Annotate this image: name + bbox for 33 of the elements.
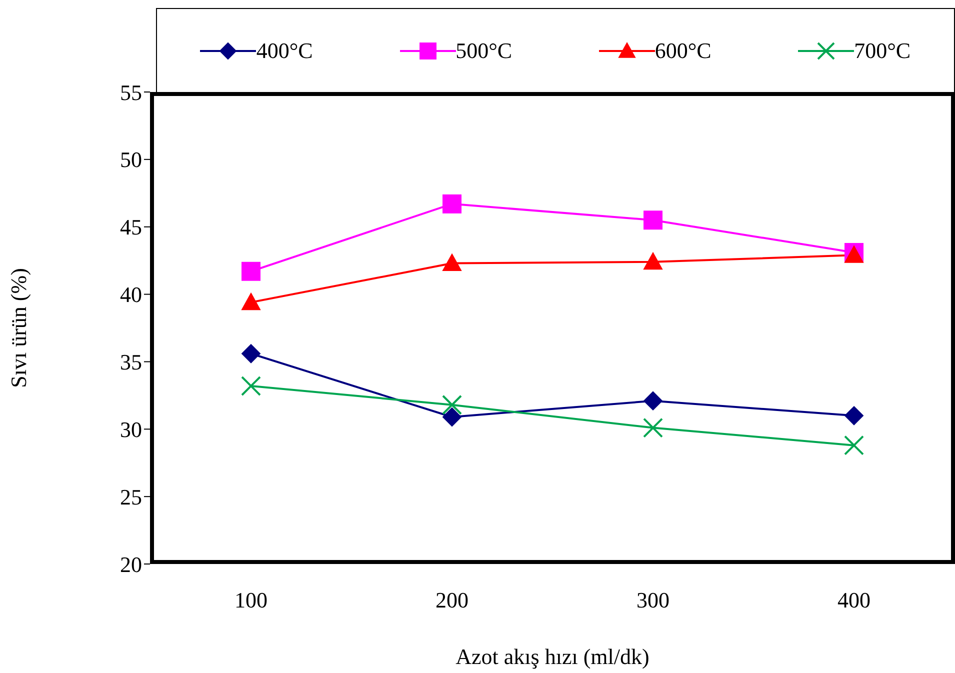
legend-label: 500°C [456,38,512,64]
y-tick-label: 50 [120,147,142,172]
y-tick-label: 20 [120,552,142,577]
point [442,194,462,214]
point [644,391,662,410]
y-axis-title: Sıvı ürün (%) [6,268,31,388]
point [442,408,462,427]
x-tick-label: 100 [234,588,268,613]
point [242,344,260,364]
point [644,210,662,230]
y-tick-label: 55 [120,80,142,105]
point [644,252,662,270]
point [643,418,663,438]
point [442,254,462,271]
x-tick-label: 400 [838,588,870,613]
point [442,394,462,415]
legend-label: 400°C [256,38,313,64]
point [844,435,864,456]
point [844,406,864,426]
point [242,262,260,281]
y-tick-label: 40 [120,282,142,308]
y-tick-label: 25 [120,484,142,510]
y-tick-label: 35 [120,350,142,375]
x-axis-title: Azot akış hızı (ml/dk) [456,644,650,669]
legend-label: 600°C [654,38,712,64]
point [241,376,261,396]
legend-label: 700°C [854,38,911,64]
point [242,292,260,310]
x-tick-label: 200 [436,588,468,613]
point [844,246,864,263]
y-tick-label: 30 [120,416,142,442]
x-tick-label: 300 [636,588,670,613]
y-tick-label: 45 [120,214,142,240]
